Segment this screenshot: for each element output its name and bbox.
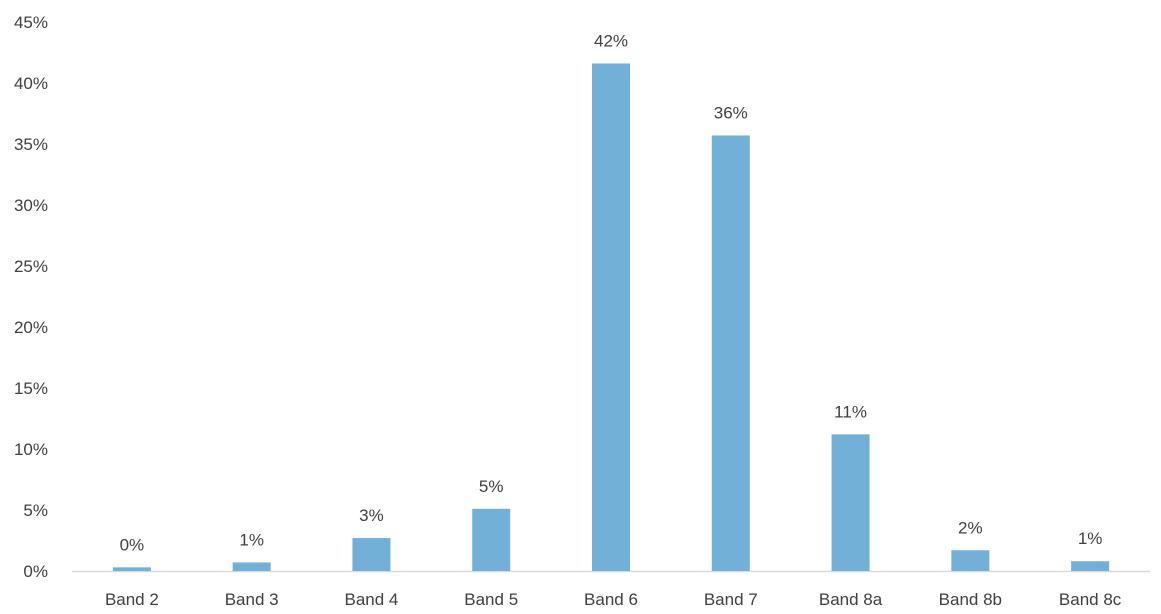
bar	[1071, 561, 1110, 571]
data-label: 0%	[120, 535, 145, 554]
data-label: 42%	[594, 31, 628, 50]
x-tick-label: Band 2	[105, 590, 159, 609]
y-axis-ticks: 0% 5% 10% 15% 20% 25% 30% 35% 40% 45%	[14, 13, 48, 581]
data-label: 1%	[239, 530, 264, 549]
x-tick-label: Band 4	[344, 590, 398, 609]
bar	[352, 538, 391, 571]
bar	[592, 63, 630, 571]
data-label: 11%	[834, 402, 867, 421]
data-labels-group: 0% 1% 3% 5% 42% 36% 11% 2% 1%	[120, 31, 1103, 554]
x-tick-label: Band 7	[704, 590, 758, 609]
bar	[112, 567, 151, 571]
x-tick-label: Band 5	[464, 590, 518, 609]
y-tick-label: 25%	[14, 257, 48, 276]
bar	[232, 562, 271, 571]
y-tick-label: 20%	[14, 318, 48, 337]
bar	[831, 434, 870, 571]
y-tick-label: 15%	[14, 379, 48, 398]
y-tick-label: 45%	[14, 13, 48, 32]
y-tick-label: 0%	[23, 562, 48, 581]
y-tick-label: 10%	[14, 440, 48, 459]
y-tick-label: 30%	[14, 196, 48, 215]
x-tick-label: Band 8b	[939, 590, 1002, 609]
bars-group	[112, 63, 1110, 571]
y-tick-label: 5%	[23, 501, 48, 520]
x-tick-label: Band 6	[584, 590, 638, 609]
y-tick-label: 35%	[14, 135, 48, 154]
bar	[711, 135, 750, 571]
data-label: 36%	[714, 103, 748, 122]
data-label: 2%	[958, 518, 983, 537]
bar	[472, 508, 511, 571]
x-axis-category-labels: Band 2 Band 3 Band 4 Band 5 Band 6 Band 7 Band…	[105, 590, 1122, 609]
y-tick-label: 40%	[14, 74, 48, 93]
data-label: 5%	[479, 477, 504, 496]
data-label: 1%	[1078, 529, 1103, 548]
x-tick-label: Band 3	[225, 590, 279, 609]
bar	[951, 550, 990, 571]
x-tick-label: Band 8c	[1059, 590, 1122, 609]
x-tick-label: Band 8a	[819, 590, 883, 609]
data-label: 3%	[359, 506, 384, 525]
